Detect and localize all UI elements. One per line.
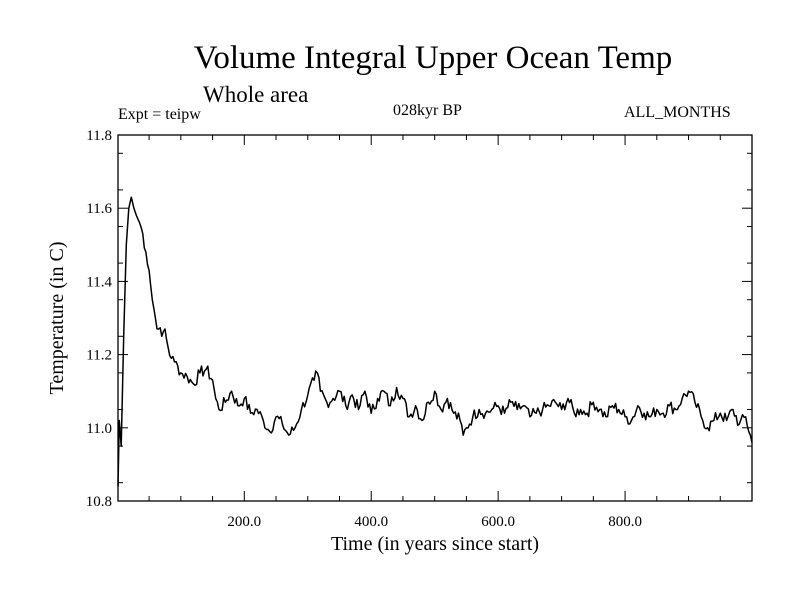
y-tick-label: 10.8 bbox=[86, 494, 112, 510]
experiment-label: Expt = teipw bbox=[118, 106, 201, 123]
x-axis-title: Time (in years since start) bbox=[331, 533, 539, 555]
y-tick-label: 11.8 bbox=[86, 128, 112, 144]
y-tick-label: 11.0 bbox=[86, 421, 112, 437]
plot-frame bbox=[117, 134, 753, 502]
series-group bbox=[117, 196, 753, 487]
chart-subtitle: Whole area bbox=[203, 82, 309, 107]
x-tick-label: 200.0 bbox=[227, 514, 261, 530]
months-label: ALL_MONTHS bbox=[624, 104, 731, 121]
period-label: 028kyr BP bbox=[393, 102, 462, 119]
x-tick-label: 600.0 bbox=[481, 514, 515, 530]
y-tick-label: 11.2 bbox=[86, 348, 112, 364]
x-tick-label: 400.0 bbox=[354, 514, 388, 530]
x-tick-label: 800.0 bbox=[608, 514, 642, 530]
y-tick-label: 11.4 bbox=[86, 274, 112, 290]
chart-title: Volume Integral Upper Ocean Temp bbox=[193, 40, 673, 76]
y-tick-label: 11.6 bbox=[86, 201, 112, 217]
y-axis-title: Temperature (in C) bbox=[46, 242, 68, 395]
series-line-temperature bbox=[117, 196, 753, 487]
axis-ticks: 10.8 11.0 11.2 11.4 11.6 11.8 200.0 400.0 600.0 8… bbox=[86, 128, 752, 530]
